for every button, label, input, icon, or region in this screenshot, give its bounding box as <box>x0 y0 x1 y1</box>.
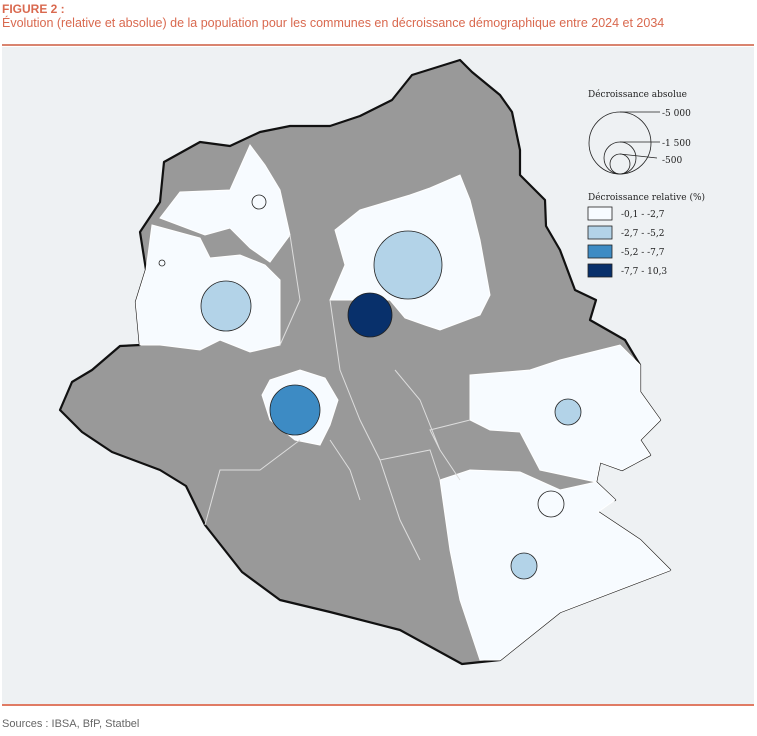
figure-label: FIGURE 2 : <box>2 2 65 16</box>
legend-size-500: -500 <box>662 156 682 166</box>
legend-circle-medium <box>603 141 637 175</box>
commune-symbol <box>347 292 393 338</box>
commune-boundaries <box>204 234 471 561</box>
commune-symbol <box>537 490 565 518</box>
legend-label-1: -0,1 - -2,7 <box>621 210 665 220</box>
legend-label-2: -2,7 - -5,2 <box>621 229 664 239</box>
commune-symbol <box>200 280 252 332</box>
legend-relative-title: Décroissance relative (%) <box>588 192 705 203</box>
bottom-divider <box>2 704 754 706</box>
commune-symbol <box>373 230 443 300</box>
legend-circle-large <box>588 111 652 175</box>
legend-circle-small <box>609 153 631 175</box>
sources-note: Sources : IBSA, BfP, Statbel <box>2 718 140 730</box>
legend-size-5000: -5 000 <box>662 109 691 119</box>
legend-leader-lines <box>619 111 660 159</box>
commune-symbol <box>554 398 582 426</box>
figure-title: Évolution (relative et absolue) de la po… <box>2 16 665 30</box>
legend-size-1500: -1 500 <box>662 139 691 149</box>
legend-swatch-1 <box>587 206 613 221</box>
commune-se-2 <box>439 469 671 661</box>
legend-swatch-3 <box>587 244 613 259</box>
commune-symbol <box>251 194 267 210</box>
legend-label-3: -5,2 - -7,7 <box>621 248 665 258</box>
commune-symbol <box>510 552 538 580</box>
legend-swatch-4 <box>587 263 613 278</box>
commune-symbol <box>269 384 321 436</box>
legend-swatch-2 <box>587 225 613 240</box>
commune-symbol <box>158 259 166 267</box>
commune-nw-1 <box>159 144 291 263</box>
title-divider <box>2 44 754 46</box>
legend-absolute-title: Décroissance absolue <box>588 89 687 100</box>
legend-label-4: -7,7 - 10,3 <box>621 267 667 277</box>
